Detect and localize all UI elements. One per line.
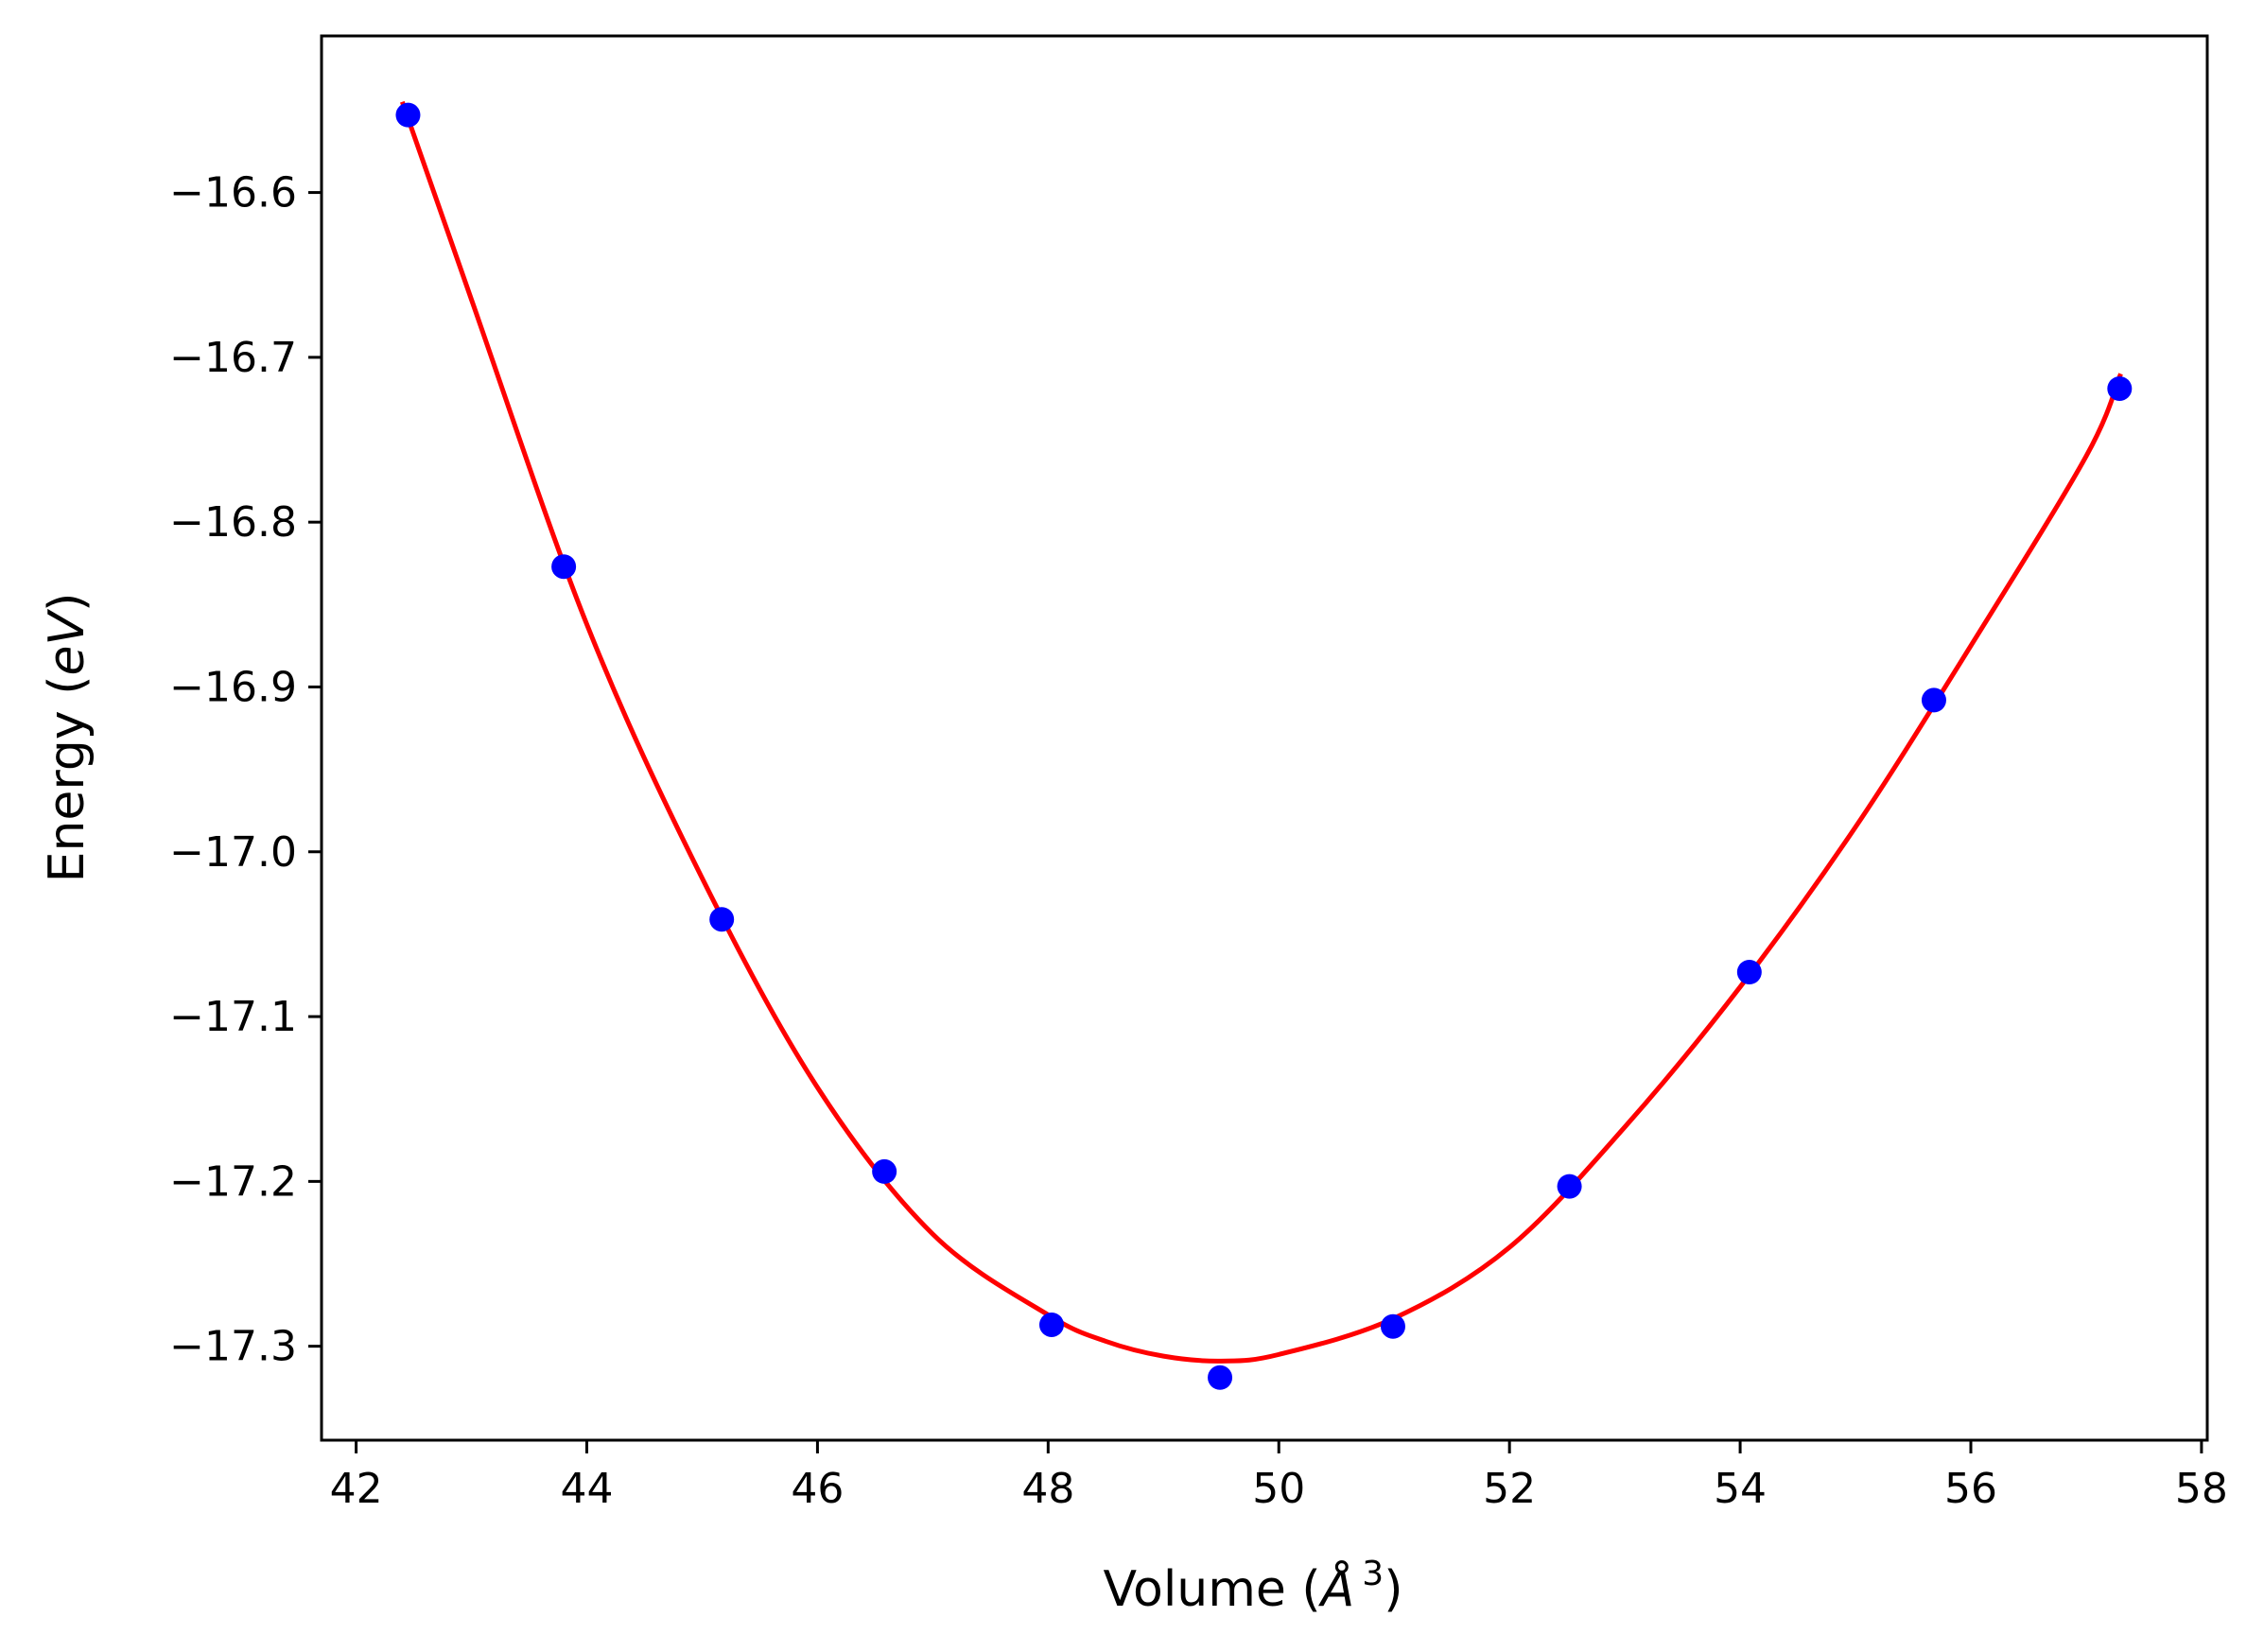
data-point xyxy=(709,907,735,932)
data-points-layer xyxy=(395,102,2133,1390)
y-tick-label: −17.0 xyxy=(169,828,297,877)
y-tick-label: −16.6 xyxy=(169,169,297,217)
x-tick-label: 56 xyxy=(1944,1465,1997,1513)
y-axis-label-suffix: ) xyxy=(39,593,96,612)
y-axis-ticks: −16.6 −16.7 −16.8 −16.9 −17.0 −17.1 −17.2 −17.3 xyxy=(169,169,322,1371)
y-axis-label-unit: eV xyxy=(39,609,96,676)
x-tick-label: 54 xyxy=(1714,1465,1767,1513)
data-point xyxy=(395,102,421,128)
data-point xyxy=(1208,1365,1233,1390)
x-tick-label: 58 xyxy=(2175,1465,2228,1513)
y-tick-label: −16.9 xyxy=(169,663,297,711)
y-tick-label: −17.2 xyxy=(169,1157,297,1206)
data-point xyxy=(1557,1174,1582,1199)
x-axis-label: Volume (Å 3) xyxy=(1104,1555,1403,1618)
x-tick-label: 46 xyxy=(791,1465,844,1513)
x-axis-label-suffix: ) xyxy=(1384,1561,1402,1618)
data-point xyxy=(1380,1313,1405,1339)
data-point xyxy=(2107,375,2133,401)
y-tick-label: −17.1 xyxy=(169,993,297,1041)
y-tick-label: −16.8 xyxy=(169,498,297,547)
x-tick-label: 52 xyxy=(1483,1465,1536,1513)
y-axis-label-prefix: Energy ( xyxy=(39,676,96,883)
x-tick-label: 50 xyxy=(1252,1465,1305,1513)
x-axis-label-prefix: Volume ( xyxy=(1104,1561,1321,1618)
data-point xyxy=(1736,960,1762,984)
y-tick-label: −16.7 xyxy=(169,334,297,382)
data-point xyxy=(872,1158,897,1184)
x-tick-label: 48 xyxy=(1021,1465,1074,1513)
data-point xyxy=(1038,1312,1064,1337)
x-axis-label-superscript: 3 xyxy=(1362,1555,1384,1593)
x-tick-label: 42 xyxy=(330,1465,383,1513)
plot-frame xyxy=(320,34,2209,1442)
x-tick-label: 44 xyxy=(561,1465,614,1513)
data-point xyxy=(1921,687,1946,713)
data-point xyxy=(551,554,577,580)
fit-curve xyxy=(400,100,2123,1364)
y-axis-label: Energy (eV) xyxy=(39,593,96,883)
x-axis-ticks: 42 44 46 48 50 52 54 56 58 xyxy=(330,1440,2228,1513)
y-tick-label: −17.3 xyxy=(169,1323,297,1371)
fit-curve-layer xyxy=(400,100,2123,1364)
x-axis-label-unit: Å xyxy=(1318,1559,1355,1618)
